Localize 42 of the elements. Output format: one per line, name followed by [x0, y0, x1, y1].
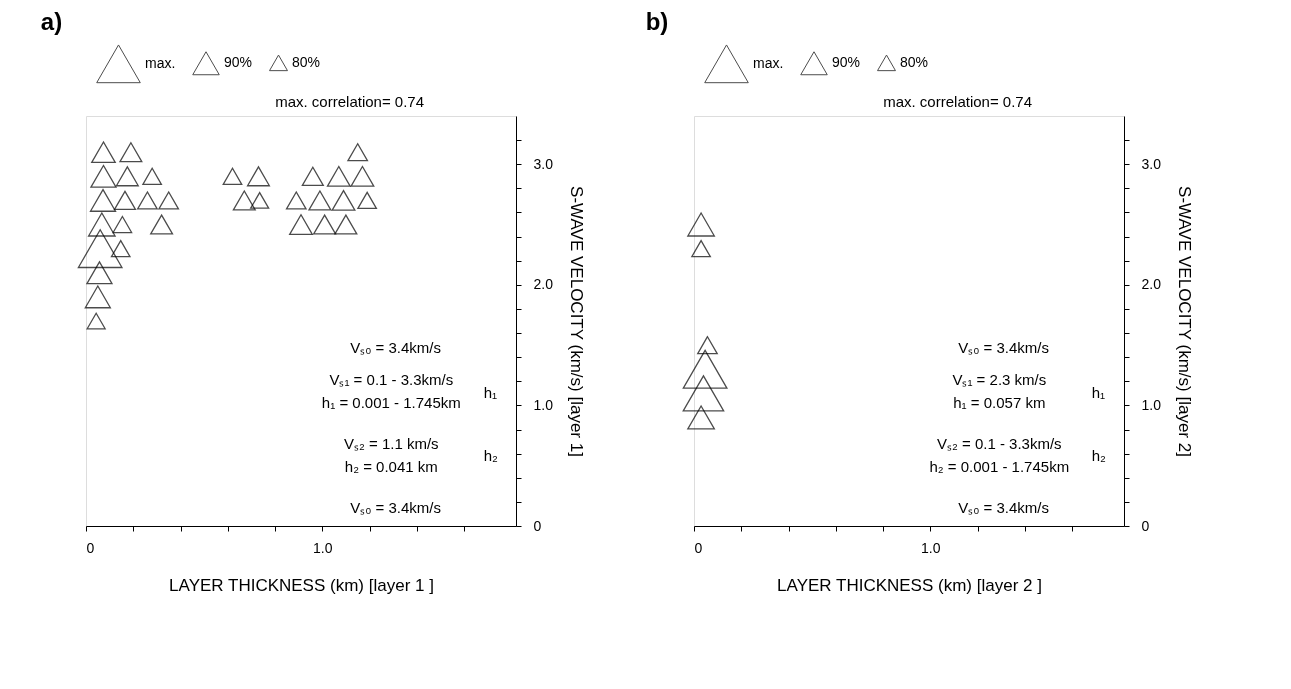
annotation: Vₛ₂ = 1.1 km/s — [344, 435, 439, 452]
legend-label: 90% — [832, 54, 861, 71]
text: max. correlation= 0.74 — [275, 92, 425, 110]
y-tick-label: 2.0 — [1141, 276, 1162, 293]
annotation: Vₛ₁ = 2.3 km/s — [952, 371, 1047, 389]
annotation: h₂ — [483, 447, 499, 465]
y-tick-label: 3.0 — [533, 155, 554, 172]
annotation: h₁ — [483, 383, 498, 401]
legend-label: max. — [753, 54, 784, 71]
text: max. correlation= 0.74 — [883, 92, 1033, 110]
x-tick-label: 1.0 — [313, 539, 333, 556]
y-axis-title: S-WAVE VELOCITY (km/s) [layer 1] — [566, 186, 586, 457]
annotation: Vₛ₀ = 3.4km/s — [958, 338, 1050, 356]
annotation: h₂ = 0.001 - 1.745km — [929, 457, 1070, 475]
legend-label: 80% — [292, 53, 321, 70]
y-tick-label: 0 — [1141, 517, 1150, 534]
annotation: Vₛ₀ = 3.4km/s — [350, 338, 442, 356]
y-tick-label: 1.0 — [533, 396, 554, 413]
chart-title: b) — [645, 8, 669, 35]
y-tick-label: 2.0 — [533, 276, 554, 293]
x-tick-label: 0 — [694, 539, 703, 556]
annotation: Vₛ₀ = 3.4km/s — [958, 498, 1050, 516]
annotation: h₂ — [1091, 447, 1107, 465]
annotation: Vₛ₀ = 3.4km/s — [350, 498, 442, 516]
legend-label: 90% — [224, 54, 253, 71]
annotation: Vₛ₂ = 0.1 - 3.3km/s — [936, 435, 1062, 452]
legend-label: max. — [145, 54, 176, 71]
chart-title: a) — [40, 8, 63, 35]
y-tick-label: 3.0 — [1141, 155, 1162, 172]
y-tick-label: 0 — [533, 517, 542, 534]
annotation: h₁ — [1091, 383, 1106, 401]
x-tick-label: 0 — [86, 539, 95, 556]
x-axis-title: LAYER THICKNESS (km) [layer 1 ] — [169, 575, 434, 595]
annotation: h₂ = 0.041 km — [344, 457, 438, 475]
legend-label: 80% — [900, 53, 929, 70]
y-axis-title: S-WAVE VELOCITY (km/s) [layer 2] — [1174, 186, 1194, 457]
x-tick-label: 1.0 — [921, 539, 941, 556]
x-axis-title: LAYER THICKNESS (km) [layer 2 ] — [777, 575, 1042, 595]
y-tick-label: 1.0 — [1141, 396, 1162, 413]
annotation: h₁ = 0.057 km — [953, 394, 1046, 411]
annotation: h₁ = 0.001 - 1.745km — [321, 394, 461, 411]
annotation: Vₛ₁ = 0.1 - 3.3km/s — [329, 371, 454, 389]
